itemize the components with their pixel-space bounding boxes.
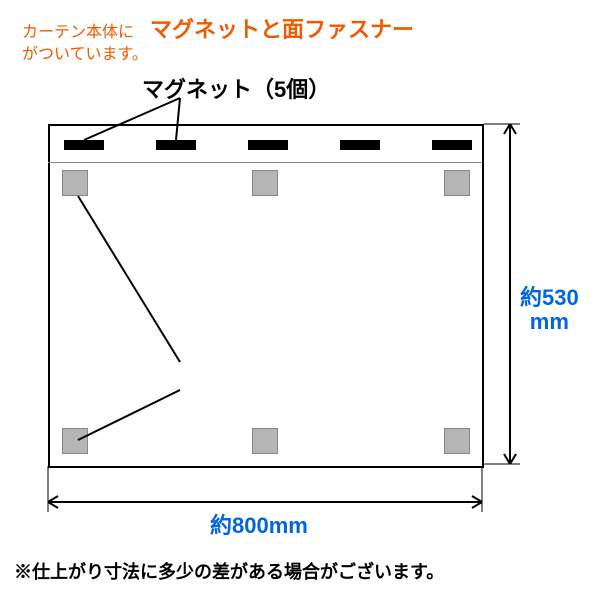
fastener-square bbox=[252, 428, 278, 454]
fastener-square bbox=[62, 428, 88, 454]
magnet-bar bbox=[156, 140, 196, 150]
fastener-square bbox=[252, 170, 278, 196]
magnet-bar bbox=[432, 140, 472, 150]
fastener-square bbox=[444, 170, 470, 196]
curtain-seam-line bbox=[48, 162, 482, 163]
magnet-bar bbox=[248, 140, 288, 150]
dim-width: 約800mm bbox=[210, 508, 308, 540]
title-big: マグネットと面ファスナー bbox=[150, 12, 414, 44]
magnet-bar bbox=[340, 140, 380, 150]
title-small: カーテン本体に bbox=[22, 18, 134, 42]
dim-height: 約530mm bbox=[520, 286, 579, 334]
fastener-square bbox=[444, 428, 470, 454]
footnote: ※仕上がり寸法に多少の差がある場合がございます。 bbox=[14, 558, 444, 584]
fastener-square bbox=[62, 170, 88, 196]
label-magnet: マグネット（5個） bbox=[142, 72, 330, 104]
magnet-bar bbox=[64, 140, 104, 150]
title-line2: がついています。 bbox=[22, 40, 148, 64]
